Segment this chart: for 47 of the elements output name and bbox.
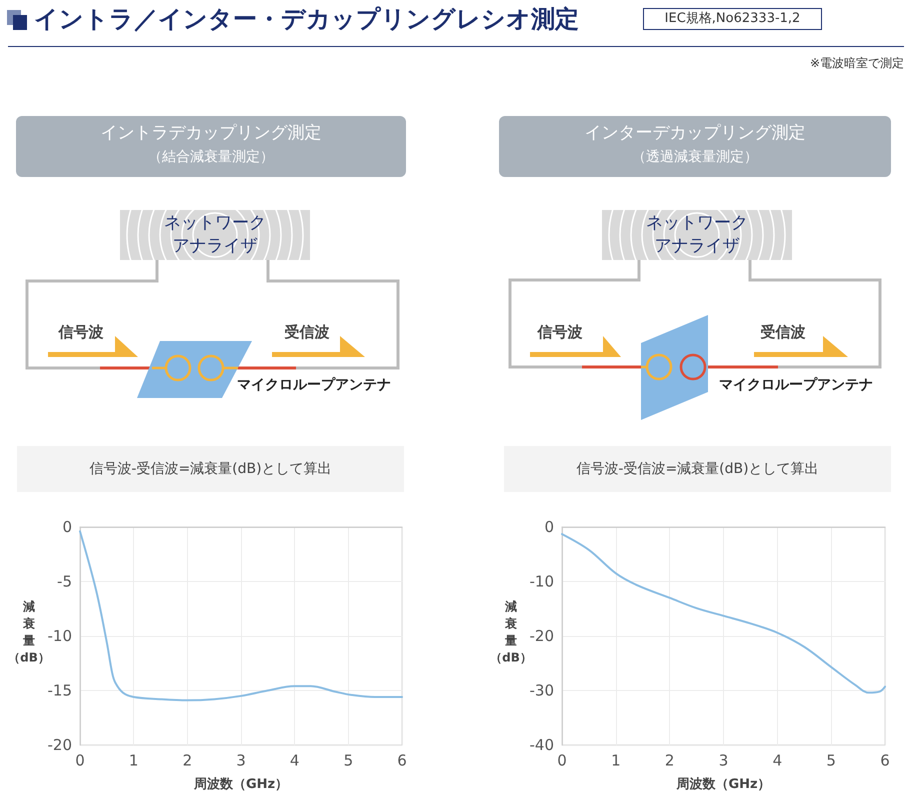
chart-subtitle: （結合減衰量測定） xyxy=(148,149,274,165)
text: ※電波暗室で測定 xyxy=(810,56,904,70)
x-tick-label: 2 xyxy=(182,752,192,770)
x-tick-label: 5 xyxy=(826,752,836,770)
y-tick-label: -10 xyxy=(48,627,72,645)
text: マイクロループアンテナ xyxy=(237,377,391,393)
y-tick-label: 0 xyxy=(544,518,554,536)
chart-title: インターデカップリング測定 xyxy=(584,123,806,143)
x-tick-label: 4 xyxy=(772,752,782,770)
text: 信号波 xyxy=(58,323,104,341)
y-axis-title: 減衰量（dB） xyxy=(490,600,532,664)
text: 受信波 xyxy=(284,323,330,341)
text: 信号波-受信波=減衰量(dB)として算出 xyxy=(89,461,332,477)
y-tick-label: -30 xyxy=(530,682,554,700)
x-tick-label: 3 xyxy=(718,752,728,770)
y-tick-label: 0 xyxy=(62,518,72,536)
x-tick-label: 6 xyxy=(880,752,890,770)
chart-title: イントラデカップリング測定 xyxy=(100,123,322,143)
y-tick-label: -15 xyxy=(48,682,72,700)
text: イントラ／インター・デカップリングレシオ測定 xyxy=(34,5,579,33)
y-tick-label: -40 xyxy=(530,736,554,754)
y-axis-title: 減衰量（dB） xyxy=(8,600,50,664)
x-axis-title: 周波数（GHz） xyxy=(192,777,288,792)
x-tick-label: 6 xyxy=(397,752,407,770)
line-series xyxy=(561,533,886,694)
text: 受信波 xyxy=(760,323,806,341)
text: ネットワークアナライザ xyxy=(164,213,266,256)
x-tick-label: 0 xyxy=(557,752,567,770)
x-tick-label: 1 xyxy=(128,752,138,770)
x-tick-label: 3 xyxy=(236,752,246,770)
text: ネットワークアナライザ xyxy=(646,213,748,256)
x-axis-title: 周波数（GHz） xyxy=(675,777,771,792)
line-series xyxy=(79,530,403,702)
x-tick-label: 0 xyxy=(75,752,85,770)
text: IEC規格,No62333-1,2 xyxy=(664,11,800,26)
y-tick-label: -20 xyxy=(48,736,72,754)
text: 信号波-受信波=減衰量(dB)として算出 xyxy=(576,461,819,477)
y-tick-label: -20 xyxy=(530,627,554,645)
chart-subtitle: （透過減衰量測定） xyxy=(632,149,758,165)
y-tick-label: -10 xyxy=(530,572,554,590)
text: 信号波 xyxy=(538,323,582,341)
x-tick-label: 1 xyxy=(611,752,621,770)
text: マイクロループアンテナ xyxy=(719,377,873,393)
x-tick-label: 5 xyxy=(344,752,354,770)
x-tick-label: 4 xyxy=(290,752,300,770)
y-tick-label: -5 xyxy=(57,572,72,590)
x-tick-label: 2 xyxy=(664,752,674,770)
